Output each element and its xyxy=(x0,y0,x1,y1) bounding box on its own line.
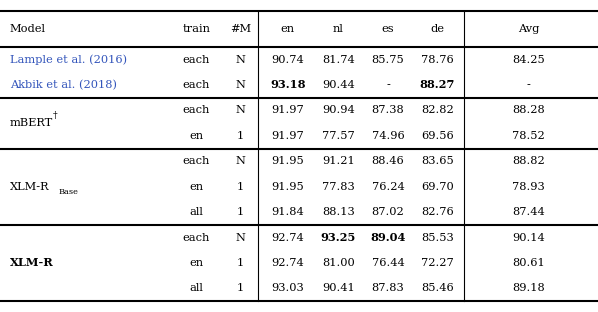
Text: N: N xyxy=(236,232,245,242)
Text: en: en xyxy=(280,24,295,34)
Text: -: - xyxy=(526,80,530,90)
Text: 88.13: 88.13 xyxy=(322,207,355,217)
Text: 91.95: 91.95 xyxy=(271,156,304,166)
Text: 76.44: 76.44 xyxy=(372,258,404,268)
Text: Akbik et al. (2018): Akbik et al. (2018) xyxy=(10,80,117,90)
Text: 76.24: 76.24 xyxy=(372,182,404,192)
Text: †: † xyxy=(53,111,58,120)
Text: 90.14: 90.14 xyxy=(512,232,545,242)
Text: Base: Base xyxy=(59,188,78,196)
Text: 93.03: 93.03 xyxy=(271,283,304,293)
Text: 1: 1 xyxy=(237,258,244,268)
Text: 89.04: 89.04 xyxy=(370,232,406,243)
Text: 92.74: 92.74 xyxy=(271,258,304,268)
Text: 85.75: 85.75 xyxy=(372,55,404,65)
Text: 90.94: 90.94 xyxy=(322,105,355,115)
Text: 91.97: 91.97 xyxy=(271,131,304,141)
Text: each: each xyxy=(182,55,210,65)
Text: 74.96: 74.96 xyxy=(372,131,404,141)
Text: all: all xyxy=(189,207,203,217)
Text: 88.28: 88.28 xyxy=(512,105,545,115)
Text: 88.82: 88.82 xyxy=(512,156,545,166)
Text: en: en xyxy=(189,131,203,141)
Text: 1: 1 xyxy=(237,182,244,192)
Text: 82.76: 82.76 xyxy=(421,207,453,217)
Text: 1: 1 xyxy=(237,207,244,217)
Text: 81.00: 81.00 xyxy=(322,258,355,268)
Text: Avg: Avg xyxy=(518,24,539,34)
Text: 87.38: 87.38 xyxy=(372,105,404,115)
Text: 78.76: 78.76 xyxy=(421,55,453,65)
Text: 83.65: 83.65 xyxy=(421,156,453,166)
Text: 87.44: 87.44 xyxy=(512,207,545,217)
Text: 77.57: 77.57 xyxy=(322,131,355,141)
Text: Model: Model xyxy=(10,24,45,34)
Text: 78.52: 78.52 xyxy=(512,131,545,141)
Text: each: each xyxy=(182,156,210,166)
Text: 91.21: 91.21 xyxy=(322,156,355,166)
Text: de: de xyxy=(430,24,444,34)
Text: 91.95: 91.95 xyxy=(271,182,304,192)
Text: 77.83: 77.83 xyxy=(322,182,355,192)
Text: N: N xyxy=(236,80,245,90)
Text: 1: 1 xyxy=(237,131,244,141)
Text: mBERT: mBERT xyxy=(10,118,53,128)
Text: 69.56: 69.56 xyxy=(421,131,453,141)
Text: each: each xyxy=(182,80,210,90)
Text: 93.25: 93.25 xyxy=(321,232,356,243)
Text: train: train xyxy=(182,24,210,34)
Text: 80.61: 80.61 xyxy=(512,258,545,268)
Text: 87.02: 87.02 xyxy=(372,207,404,217)
Text: all: all xyxy=(189,283,203,293)
Text: 92.74: 92.74 xyxy=(271,232,304,242)
Text: XLM-R: XLM-R xyxy=(10,182,49,192)
Text: each: each xyxy=(182,232,210,242)
Text: 84.25: 84.25 xyxy=(512,55,545,65)
Text: 69.70: 69.70 xyxy=(421,182,453,192)
Text: 81.74: 81.74 xyxy=(322,55,355,65)
Text: N: N xyxy=(236,55,245,65)
Text: XLM-R: XLM-R xyxy=(10,257,53,268)
Text: 78.93: 78.93 xyxy=(512,182,545,192)
Text: 93.18: 93.18 xyxy=(270,80,306,90)
Text: 85.53: 85.53 xyxy=(421,232,453,242)
Text: en: en xyxy=(189,182,203,192)
Text: N: N xyxy=(236,105,245,115)
Text: 72.27: 72.27 xyxy=(421,258,453,268)
Text: 1: 1 xyxy=(237,283,244,293)
Text: 88.27: 88.27 xyxy=(419,80,455,90)
Text: 91.84: 91.84 xyxy=(271,207,304,217)
Text: 91.97: 91.97 xyxy=(271,105,304,115)
Text: Lample et al. (2016): Lample et al. (2016) xyxy=(10,54,127,65)
Text: 90.41: 90.41 xyxy=(322,283,355,293)
Text: en: en xyxy=(189,258,203,268)
Text: 82.82: 82.82 xyxy=(421,105,453,115)
Text: each: each xyxy=(182,105,210,115)
Text: 87.83: 87.83 xyxy=(372,283,404,293)
Text: #M: #M xyxy=(230,24,251,34)
Text: es: es xyxy=(382,24,395,34)
Text: 88.46: 88.46 xyxy=(372,156,404,166)
Text: 85.46: 85.46 xyxy=(421,283,453,293)
Text: 90.74: 90.74 xyxy=(271,55,304,65)
Text: nl: nl xyxy=(333,24,344,34)
Text: -: - xyxy=(386,80,390,90)
Text: 90.44: 90.44 xyxy=(322,80,355,90)
Text: N: N xyxy=(236,156,245,166)
Text: 89.18: 89.18 xyxy=(512,283,545,293)
